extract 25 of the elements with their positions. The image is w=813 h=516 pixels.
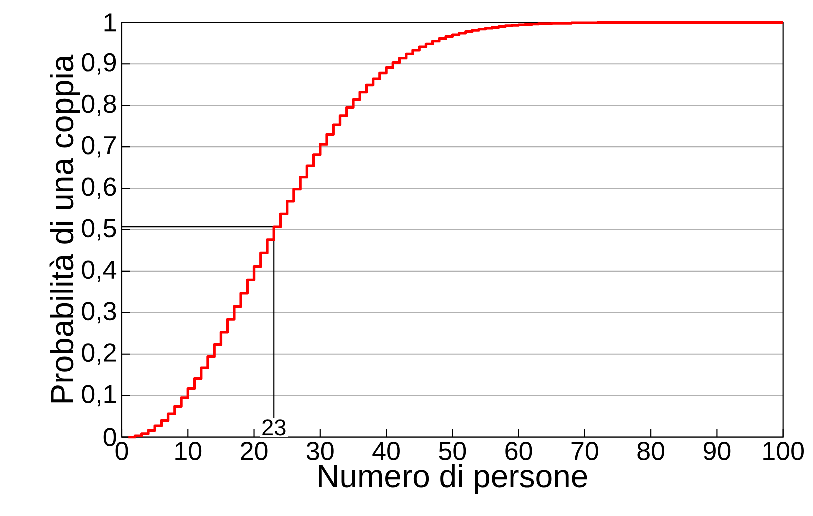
x-tick-label: 40 xyxy=(372,442,400,460)
y-tick-label: 1 xyxy=(104,14,116,32)
y-tick-label: 0,5 xyxy=(82,219,116,241)
x-tick-label: 100 xyxy=(764,442,804,460)
y-tick-label: 0,4 xyxy=(82,260,117,282)
x-tick-label: 70 xyxy=(572,442,598,460)
x-tick-label: 80 xyxy=(638,442,665,460)
x-axis-title: Numero di persone xyxy=(319,464,588,494)
x-tick-label: 90 xyxy=(704,442,731,460)
y-tick-label: 0,8 xyxy=(82,94,116,116)
x-tick-label: 0 xyxy=(116,442,128,460)
x-tick-label: 30 xyxy=(306,442,334,460)
x-tick-label: 60 xyxy=(506,442,532,460)
y-axis-title: Probabilità di una coppia xyxy=(50,54,80,403)
y-tick-label: 0,9 xyxy=(82,53,116,75)
y-tick-label: 0,3 xyxy=(82,302,116,324)
ref-line-label: 23 xyxy=(262,420,286,436)
y-tick-label: 0,1 xyxy=(82,385,116,407)
y-tick-label: 0,2 xyxy=(82,344,116,366)
x-tick-label: 50 xyxy=(439,442,466,460)
y-tick-label: 0 xyxy=(104,428,116,447)
y-tick-label: 0,6 xyxy=(82,178,116,200)
y-tick-label: 0,7 xyxy=(82,136,116,158)
x-tick-label: 10 xyxy=(176,442,202,460)
x-tick-label: 20 xyxy=(241,442,268,460)
